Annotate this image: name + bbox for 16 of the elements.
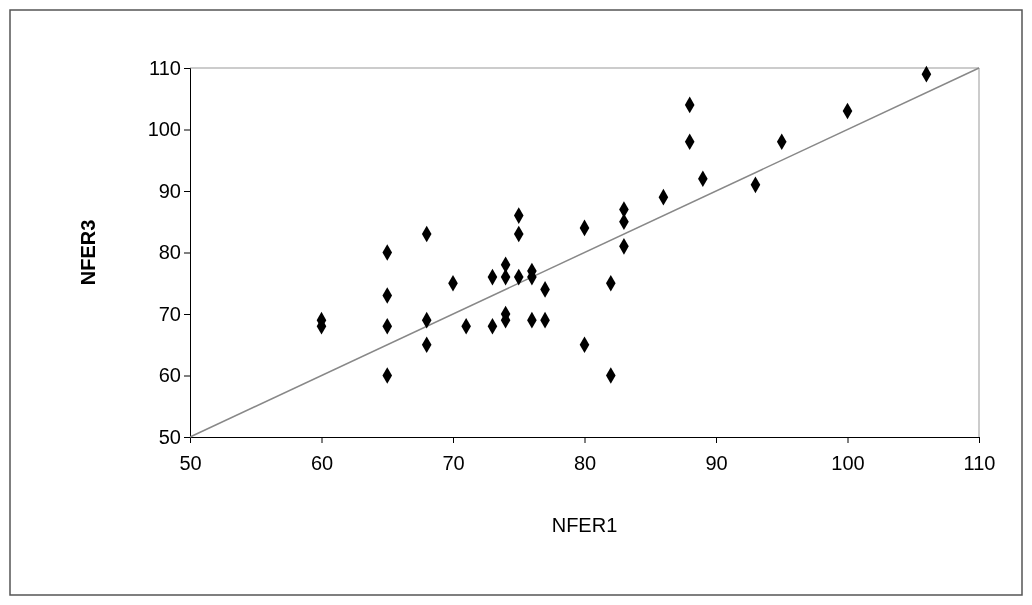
y-axis-title: NFER3 <box>77 219 99 286</box>
y-tick-label: 50 <box>158 425 181 448</box>
x-tick-label: 70 <box>442 452 465 474</box>
x-tick-label: 100 <box>831 452 865 474</box>
x-tick-label: 60 <box>310 452 334 474</box>
y-tick-label: 70 <box>158 302 181 325</box>
x-tick-label: 90 <box>705 452 728 474</box>
y-tick-label: 100 <box>147 118 181 141</box>
x-axis-title: NFER1 <box>551 514 618 536</box>
y-tick-label: 60 <box>158 364 181 387</box>
x-tick-label: 80 <box>573 452 597 474</box>
x-tick-label: 50 <box>179 452 202 474</box>
x-tick-label: 110 <box>963 452 996 474</box>
y-tick-label: 110 <box>149 56 181 79</box>
y-tick-label: 90 <box>158 179 181 202</box>
y-tick-label: 80 <box>158 241 181 264</box>
